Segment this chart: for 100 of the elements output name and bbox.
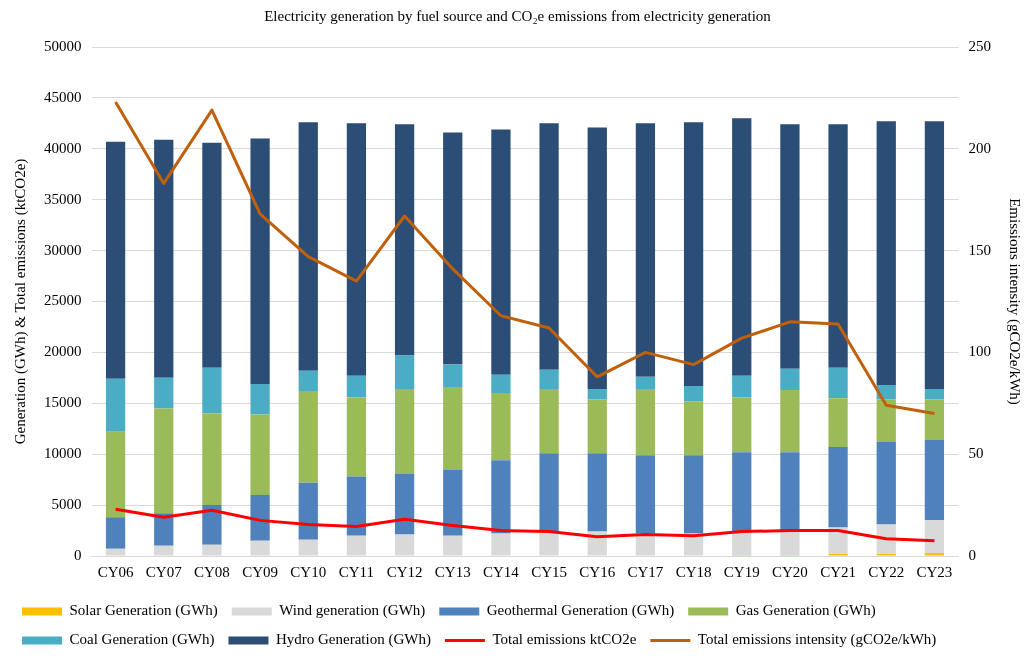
bar	[539, 453, 559, 532]
bar	[828, 367, 848, 399]
legend-label: Gas Generation (GWh)	[735, 602, 876, 620]
bar	[394, 124, 415, 356]
x-tick-label: CY06	[97, 563, 134, 580]
y2-axis-title: Emissions intensity (gCO2e/kWh)	[1006, 198, 1024, 405]
y-tick-label: 20000	[44, 343, 82, 360]
bar	[539, 123, 559, 370]
x-tick-label: CY08	[193, 563, 230, 580]
x-tick-label: CY18	[675, 563, 712, 580]
bar	[250, 138, 270, 384]
bar	[491, 129, 511, 375]
bar	[491, 460, 511, 534]
x-tick-label: CY19	[723, 563, 760, 580]
x-tick-label: CY12	[386, 563, 423, 580]
y2-tick-label: 0	[968, 546, 976, 563]
bar	[394, 389, 415, 474]
y2-tick-label: 50	[968, 445, 984, 462]
legend-label: Geothermal Generation (GWh)	[486, 602, 675, 620]
y-tick-label: 35000	[44, 190, 82, 207]
bar	[635, 389, 656, 456]
bar	[346, 476, 367, 536]
y-tick-label: 0	[74, 546, 82, 563]
y-tick-label: 5000	[51, 496, 82, 513]
bar	[298, 482, 318, 540]
y-tick-label: 45000	[44, 88, 82, 105]
bar	[394, 473, 415, 535]
bar	[250, 414, 270, 495]
x-tick-label: CY07	[145, 563, 183, 580]
bar	[924, 520, 945, 553]
bar	[587, 389, 607, 400]
bar	[154, 139, 174, 378]
bar	[105, 517, 126, 549]
bar	[732, 452, 752, 532]
bar	[780, 390, 800, 453]
bar	[105, 141, 126, 379]
bar	[202, 505, 222, 545]
x-tick-label: CY15	[531, 563, 568, 580]
bar	[635, 455, 656, 534]
legend-label: Wind generation (GWh)	[279, 602, 426, 620]
bar	[587, 453, 607, 532]
bar	[202, 413, 222, 506]
y-tick-label: 50000	[44, 37, 82, 54]
bar	[202, 367, 222, 414]
bar	[202, 142, 222, 368]
bar	[298, 122, 318, 371]
y-tick-label: 15000	[44, 394, 82, 411]
y-tick-label: 40000	[44, 139, 82, 156]
x-tick-label: CY14	[482, 563, 520, 580]
bar	[443, 387, 463, 470]
y-tick-label: 25000	[44, 292, 82, 309]
bar	[346, 397, 367, 477]
bar	[346, 375, 367, 398]
y2-tick-label: 150	[968, 241, 991, 258]
y2-tick-label: 250	[968, 37, 991, 54]
y-tick-label: 10000	[44, 445, 82, 462]
x-tick-label: CY10	[290, 563, 327, 580]
x-tick-label: CY20	[771, 563, 808, 580]
legend-label: Total emissions ktCO2e	[492, 631, 637, 648]
bar	[780, 368, 800, 391]
legend-label: Total emissions intensity (gCO2e/kWh)	[697, 631, 937, 649]
bar	[154, 408, 174, 514]
y2-tick-label: 100	[968, 343, 991, 360]
bar	[250, 494, 270, 541]
bar	[924, 439, 945, 521]
bar	[539, 389, 559, 454]
bar	[346, 123, 367, 376]
bar	[539, 369, 559, 390]
x-tick-label: CY23	[916, 563, 953, 580]
bar	[298, 370, 318, 392]
bar	[876, 121, 896, 385]
bar	[635, 123, 656, 377]
legend-label: Hydro Generation (GWh)	[275, 631, 431, 649]
bar	[154, 377, 174, 409]
bar	[587, 127, 607, 390]
bar	[394, 355, 415, 390]
x-tick-label: CY16	[579, 563, 616, 580]
bar	[828, 398, 848, 448]
y-tick-label: 30000	[44, 241, 82, 258]
x-tick-label: CY22	[868, 563, 905, 580]
x-tick-label: CY11	[338, 563, 375, 580]
bar	[683, 401, 704, 456]
bar	[491, 393, 511, 461]
bar	[443, 364, 463, 388]
bar	[828, 124, 848, 368]
bar	[780, 124, 800, 369]
bar	[587, 399, 607, 454]
bar	[924, 552, 945, 556]
y2-tick-label: 200	[968, 139, 991, 156]
bar	[443, 469, 463, 536]
bar	[105, 378, 126, 432]
bar	[298, 391, 318, 483]
bar	[876, 441, 896, 525]
x-tick-label: CY21	[820, 563, 857, 580]
x-tick-label: CY13	[434, 563, 471, 580]
x-tick-label: CY09	[242, 563, 279, 580]
bar	[683, 455, 704, 534]
bar	[732, 118, 752, 376]
bar	[732, 397, 752, 453]
bar	[683, 385, 704, 402]
